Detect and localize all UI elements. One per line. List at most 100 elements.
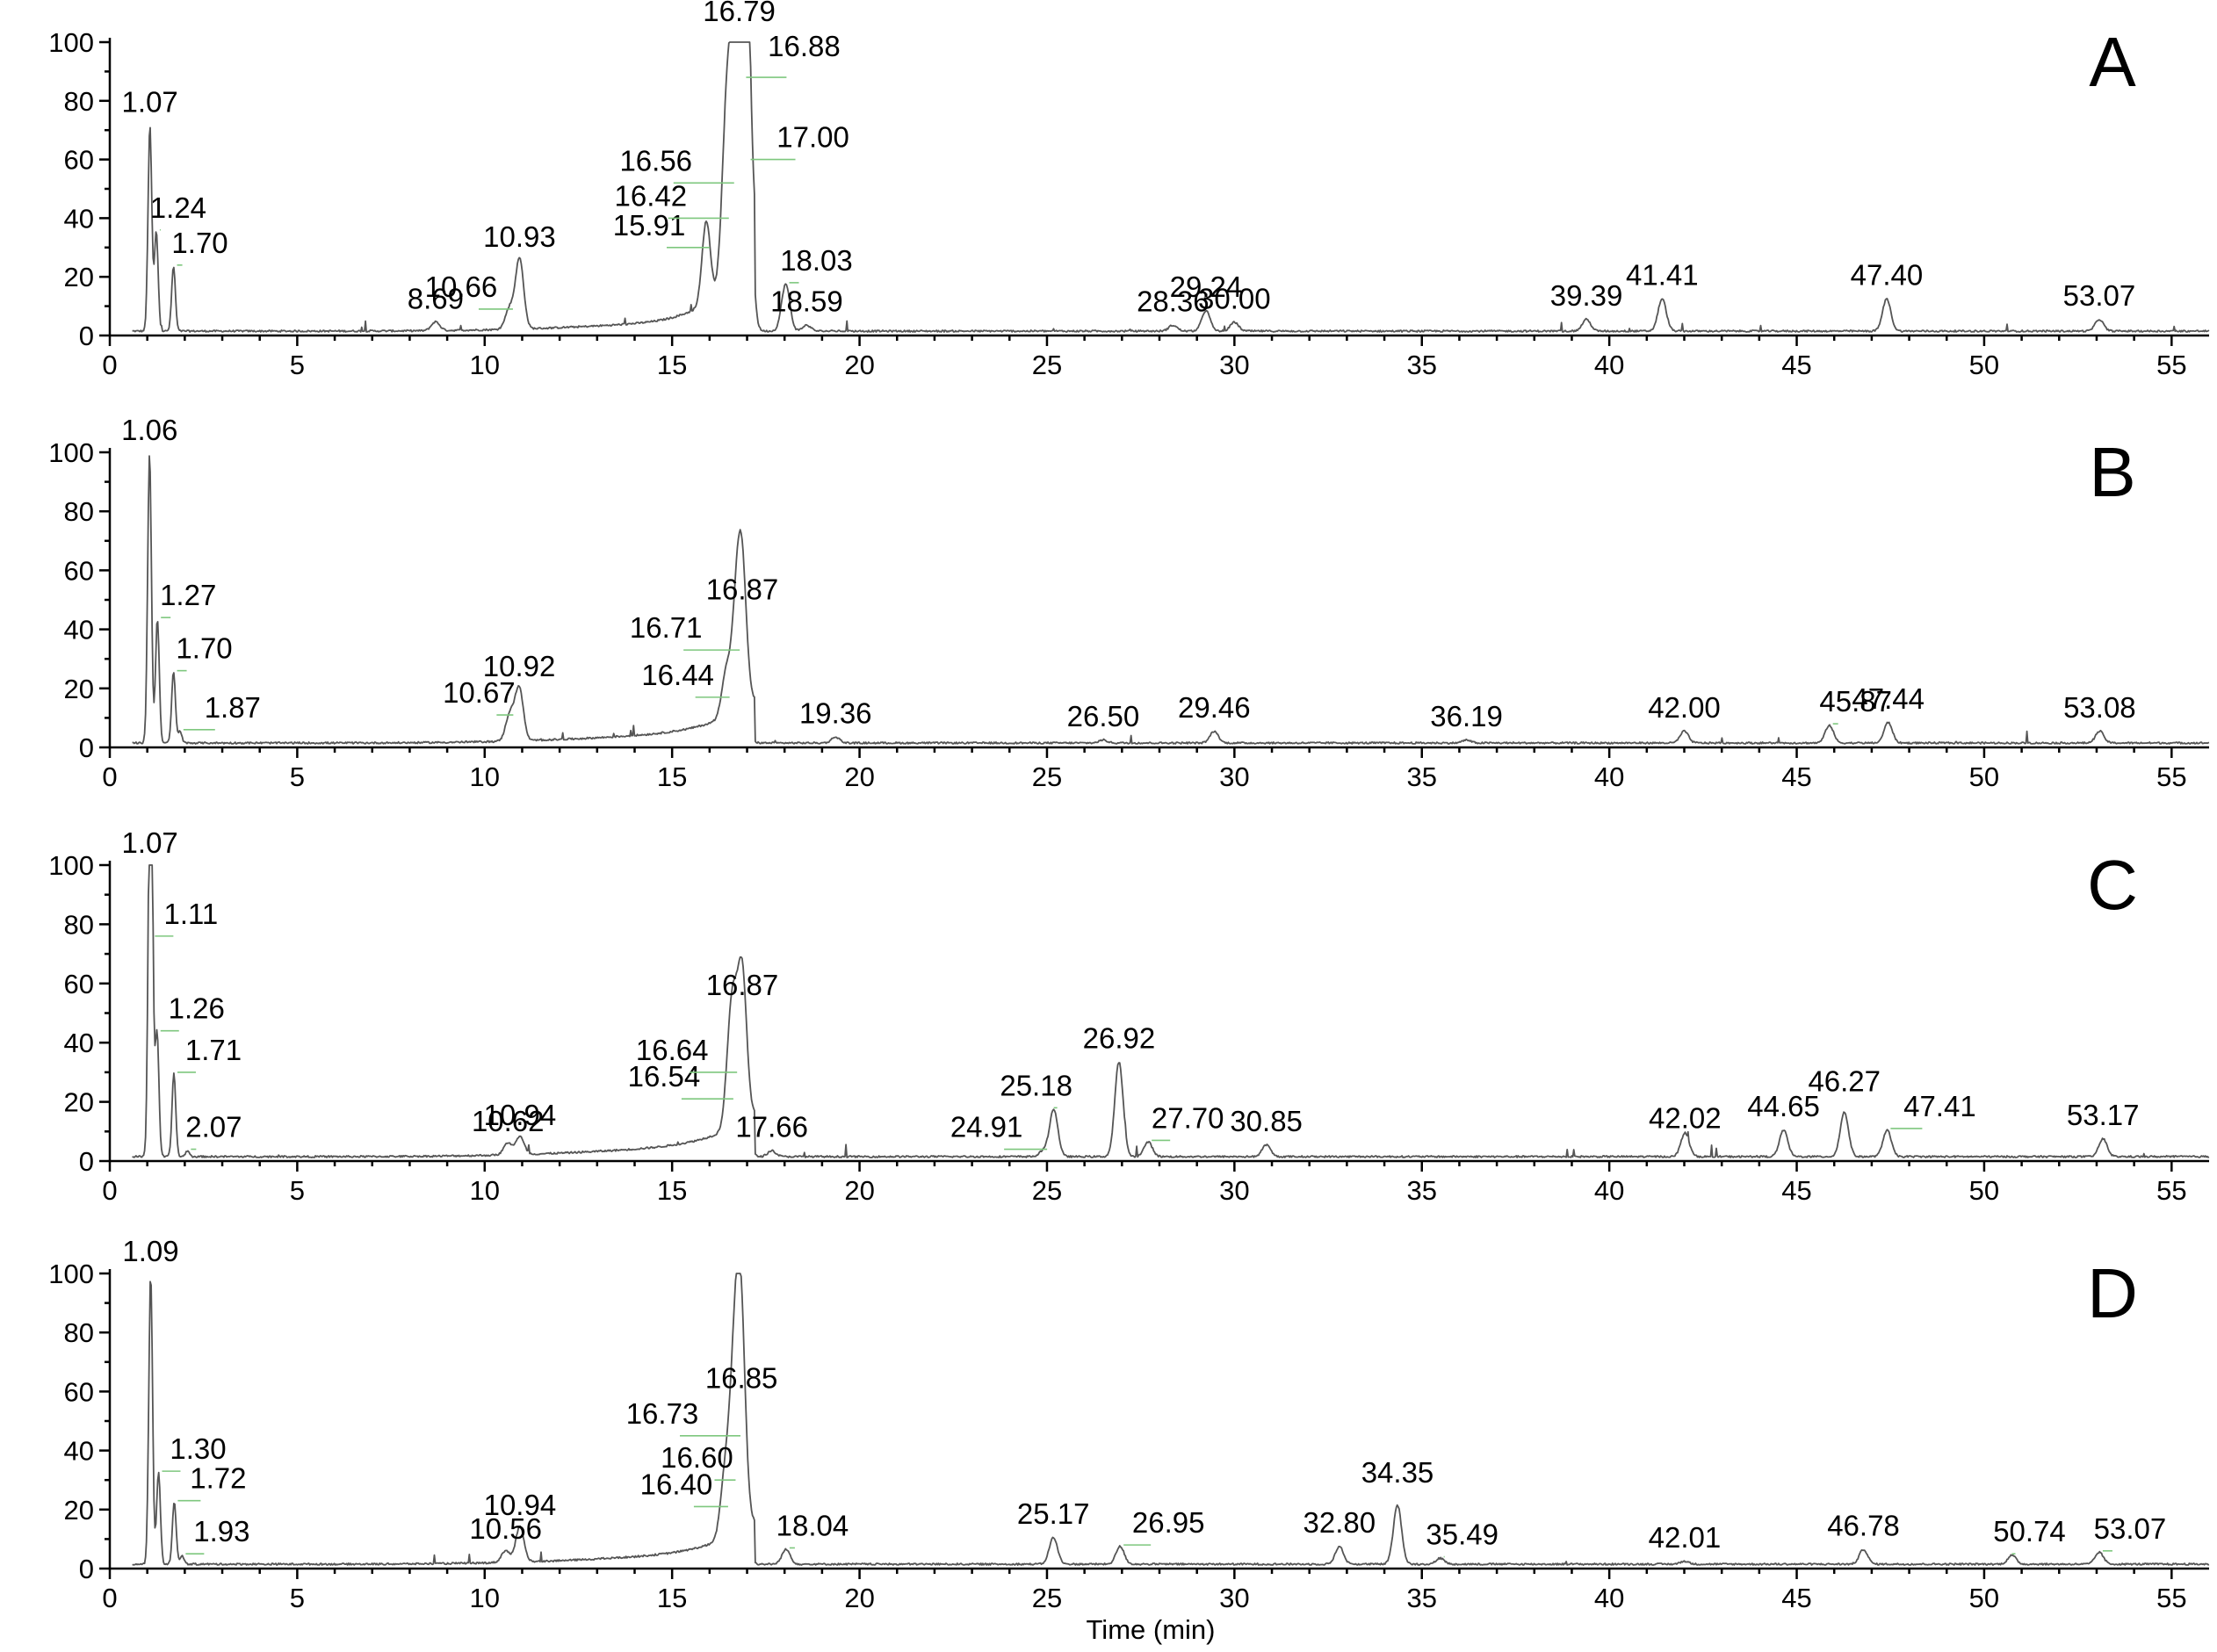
peak-label: 50.74 [1993, 1515, 2066, 1547]
peak-label: 10.92 [483, 650, 556, 682]
peak-label: 45.87 [1819, 685, 1892, 718]
peak-label: 1.93 [193, 1515, 249, 1547]
peak-label: 1.26 [169, 992, 225, 1025]
x-tick-label: 40 [1594, 350, 1624, 380]
peak-label: 42.00 [1648, 691, 1721, 724]
peak-label: 30.85 [1230, 1105, 1303, 1137]
peak-label: 36.19 [1430, 700, 1503, 732]
x-tick-label: 40 [1594, 1175, 1624, 1206]
peak-label: 1.71 [185, 1034, 242, 1066]
x-tick-label: 30 [1219, 1583, 1249, 1613]
panel-letter: D [2087, 1254, 2138, 1332]
peak-label: 1.11 [163, 898, 218, 930]
peak-label: 46.27 [1808, 1065, 1881, 1098]
y-tick-label: 20 [64, 1495, 94, 1526]
peak-label: 44.65 [1747, 1090, 1820, 1122]
peak-label: 53.17 [2067, 1099, 2140, 1131]
peak-label: 1.70 [176, 632, 232, 665]
x-tick-label: 0 [102, 761, 117, 792]
peak-label: 28.36 [1137, 285, 1210, 318]
y-tick-label: 0 [79, 732, 94, 763]
peak-label: 26.92 [1083, 1021, 1156, 1054]
y-tick-label: 80 [64, 1317, 94, 1348]
x-tick-label: 5 [290, 350, 305, 380]
x-tick-label: 55 [2156, 761, 2186, 792]
peak-label: 16.64 [636, 1034, 709, 1066]
peak-label: 18.04 [776, 1509, 849, 1541]
x-tick-label: 0 [102, 1583, 117, 1613]
chromatogram-trace [132, 455, 2210, 745]
peak-label: 27.70 [1152, 1101, 1224, 1134]
x-tick-label: 25 [1032, 761, 1062, 792]
peak-label: 15.91 [613, 209, 686, 242]
x-tick-label: 45 [1781, 1583, 1811, 1613]
y-tick-label: 80 [64, 496, 94, 527]
peak-label: 46.78 [1827, 1509, 1900, 1541]
x-tick-label: 50 [1969, 1175, 1999, 1206]
x-tick-label: 20 [844, 350, 874, 380]
y-tick-label: 100 [48, 27, 94, 58]
peak-label: 17.66 [735, 1111, 808, 1143]
peak-label: 10.62 [472, 1105, 545, 1137]
x-tick-label: 20 [844, 1583, 874, 1613]
x-tick-label: 55 [2156, 1175, 2186, 1206]
x-tick-label: 50 [1969, 761, 1999, 792]
peak-label: 1.07 [122, 86, 178, 119]
x-tick-label: 20 [844, 1175, 874, 1206]
x-tick-label: 40 [1594, 761, 1624, 792]
x-tick-label: 10 [470, 1583, 500, 1613]
peak-label: 42.01 [1649, 1521, 1722, 1554]
peak-label: 10.93 [483, 220, 556, 253]
x-tick-label: 15 [657, 761, 687, 792]
chromatogram-trace [132, 1273, 2210, 1566]
y-tick-label: 0 [79, 321, 94, 351]
peak-label: 1.87 [205, 691, 261, 724]
x-tick-label: 25 [1032, 1175, 1062, 1206]
x-tick-label: 0 [102, 350, 117, 380]
x-tick-label: 10 [470, 350, 500, 380]
peak-label: 16.87 [706, 969, 779, 1001]
x-tick-label: 15 [657, 1175, 687, 1206]
peak-label: 16.42 [614, 179, 687, 212]
peak-label: 16.60 [661, 1441, 733, 1474]
y-tick-label: 20 [64, 674, 94, 704]
peak-label: 1.72 [190, 1462, 246, 1495]
y-tick-label: 40 [64, 615, 94, 646]
peak-label: 18.59 [770, 285, 843, 318]
peak-label: 26.50 [1067, 700, 1140, 732]
y-tick-label: 40 [64, 1436, 94, 1467]
peak-label: 24.91 [950, 1111, 1023, 1143]
y-tick-label: 100 [48, 437, 94, 468]
x-tick-label: 30 [1219, 350, 1249, 380]
x-tick-label: 35 [1407, 1583, 1437, 1613]
peak-label: 53.07 [2094, 1512, 2167, 1545]
peak-label: 30.00 [1198, 282, 1271, 314]
x-tick-label: 5 [290, 761, 305, 792]
peak-label: 29.46 [1178, 691, 1251, 724]
x-tick-label: 0 [102, 1175, 117, 1206]
x-tick-label: 50 [1969, 1583, 1999, 1613]
panel-c: 0 20 40 60 80 100 0 5 10 15 20 25 30 35 40 45 50 55 1.07 1.… [48, 826, 2210, 1206]
peak-label: 16.87 [706, 573, 779, 605]
peak-label: 1.24 [150, 191, 206, 224]
y-tick-label: 60 [64, 145, 94, 176]
peak-label: 19.36 [799, 697, 872, 730]
peak-label: 53.08 [2063, 691, 2136, 724]
peak-label: 1.30 [170, 1432, 226, 1465]
x-tick-label: 45 [1781, 761, 1811, 792]
panel-a: 0 20 40 60 80 100 0 5 10 15 20 25 30 35 40 45 50 55 1.07 1.… [48, 0, 2210, 380]
peak-label: 42.02 [1649, 1101, 1722, 1134]
y-tick-label: 40 [64, 203, 94, 234]
peak-label: 10.94 [484, 1489, 557, 1521]
peak-label: 26.95 [1132, 1506, 1205, 1539]
x-axis-title: Time (min) [1087, 1614, 1216, 1645]
y-tick-label: 100 [48, 1259, 94, 1289]
y-tick-label: 0 [79, 1146, 94, 1177]
peak-label: 25.17 [1017, 1497, 1090, 1530]
y-tick-label: 40 [64, 1028, 94, 1058]
peak-label: 53.07 [2063, 279, 2136, 312]
peak-label: 2.07 [185, 1111, 242, 1143]
peak-label: 16.56 [619, 144, 692, 177]
peak-label: 18.03 [780, 244, 853, 277]
